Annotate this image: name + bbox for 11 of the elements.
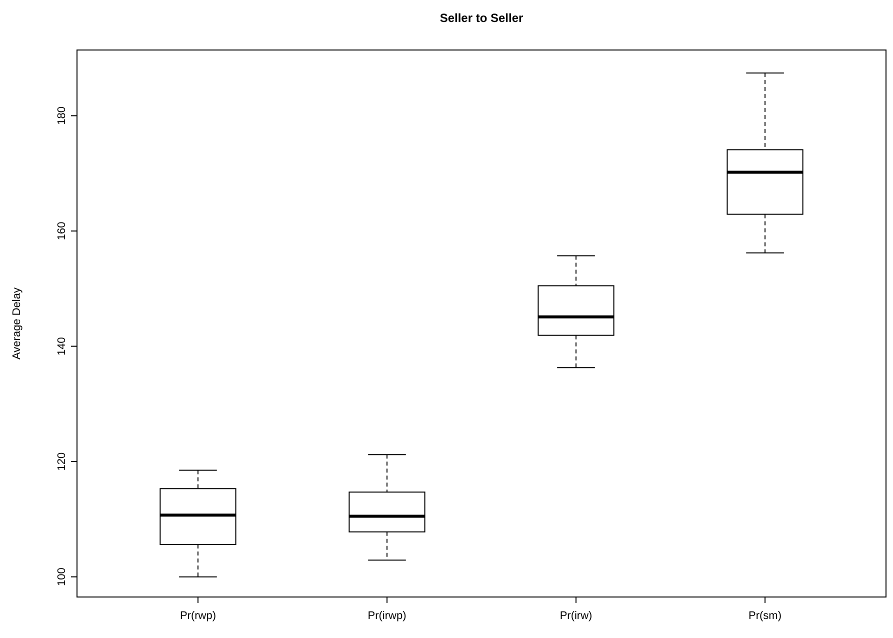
x-tick-label: Pr(irw) <box>560 610 592 622</box>
y-tick-label: 120 <box>56 452 68 471</box>
x-tick-label: Pr(rwp) <box>180 610 216 622</box>
y-axis-title: Average Delay <box>11 287 23 360</box>
y-tick-label: 160 <box>56 222 68 240</box>
x-tick-label: Pr(irwp) <box>368 610 406 622</box>
y-tick-label: 140 <box>56 337 68 356</box>
chart-title: Seller to Seller <box>440 11 524 25</box>
y-tick-label: 100 <box>56 568 68 586</box>
y-tick-label: 180 <box>56 106 68 125</box>
x-tick-label: Pr(sm) <box>748 610 782 622</box>
